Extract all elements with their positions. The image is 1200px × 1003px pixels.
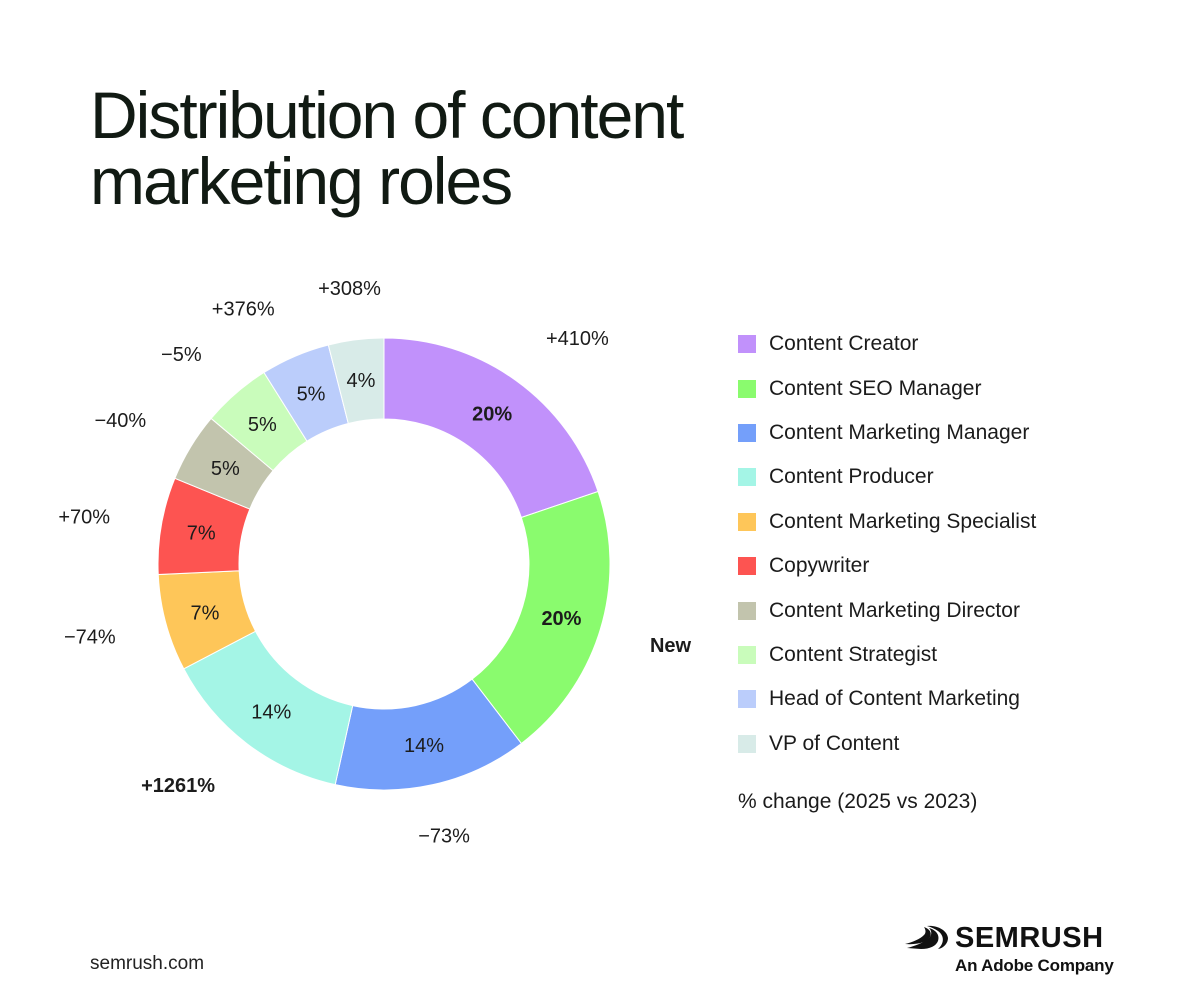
donut-slice bbox=[383, 337, 599, 519]
slice-value-label: 20% bbox=[541, 608, 581, 630]
slice-value-label: 5% bbox=[211, 458, 240, 480]
legend-label: Content Strategist bbox=[769, 642, 938, 666]
slice-value-label: 7% bbox=[187, 522, 216, 544]
slice-value-label: 7% bbox=[190, 602, 219, 624]
slice-change-label: −73% bbox=[418, 825, 470, 847]
slice-change-label: +70% bbox=[58, 507, 110, 529]
slice-value-label: 4% bbox=[347, 370, 376, 392]
legend-item: Content Strategist bbox=[738, 633, 1036, 677]
legend-label: Copywriter bbox=[769, 554, 870, 578]
legend-item: Content SEO Manager bbox=[738, 366, 1036, 410]
chart-title-line-1: Distribution of content bbox=[90, 78, 684, 152]
legend-item: Content Marketing Manager bbox=[738, 411, 1036, 455]
site-url: semrush.com bbox=[90, 953, 205, 974]
legend-swatch bbox=[738, 645, 756, 664]
chart-legend: Content Creator Content SEO Manager Conten… bbox=[738, 322, 1036, 766]
slice-change-label: −74% bbox=[64, 627, 116, 649]
legend-item: Content Creator bbox=[738, 322, 1036, 366]
slice-change-label: −5% bbox=[161, 344, 202, 366]
brand-tagline: An Adobe Company bbox=[955, 956, 1114, 975]
slice-value-label: 14% bbox=[404, 735, 444, 757]
legend-item: Content Producer bbox=[738, 455, 1036, 499]
legend-label: Content SEO Manager bbox=[769, 376, 982, 400]
legend-label: Content Marketing Specialist bbox=[769, 509, 1037, 533]
slice-change-label: +1261% bbox=[141, 775, 215, 797]
legend-swatch bbox=[738, 557, 756, 576]
donut-slice bbox=[471, 490, 611, 745]
brand-logo: SEMRUSH An Adobe Company bbox=[905, 922, 1125, 982]
chart-title: Distribution of content marketing roles bbox=[90, 82, 850, 214]
donut-chart: 20% +410% 20% New 14% −73% 14% +1261% 7% −74% 7% +7… bbox=[58, 278, 692, 847]
donut-slice bbox=[327, 337, 385, 425]
legend-note: % change (2025 vs 2023) bbox=[738, 790, 978, 813]
legend-item: Content Marketing Specialist bbox=[738, 500, 1036, 544]
chart-title-line-2: marketing roles bbox=[90, 144, 513, 218]
legend-swatch bbox=[738, 379, 756, 398]
legend-swatch bbox=[738, 512, 756, 531]
legend-swatch bbox=[738, 690, 756, 709]
legend-swatch bbox=[738, 423, 756, 442]
legend-swatch bbox=[738, 468, 756, 487]
slice-value-label: 5% bbox=[248, 414, 277, 436]
legend-item: Copywriter bbox=[738, 544, 1036, 588]
legend-label: Head of Content Marketing bbox=[769, 687, 1020, 711]
legend-label: Content Producer bbox=[769, 465, 934, 489]
legend-label: Content Marketing Manager bbox=[769, 420, 1030, 444]
slice-change-label: −40% bbox=[94, 410, 146, 432]
slice-change-label: New bbox=[650, 635, 692, 657]
legend-label: VP of Content bbox=[769, 731, 900, 755]
brand-name: SEMRUSH bbox=[955, 922, 1104, 954]
semrush-fireball-icon bbox=[905, 925, 948, 949]
legend-swatch bbox=[738, 335, 756, 354]
legend-label: Content Creator bbox=[769, 332, 919, 356]
legend-label: Content Marketing Director bbox=[769, 598, 1020, 622]
slice-value-label: 20% bbox=[472, 403, 512, 425]
legend-item: Head of Content Marketing bbox=[738, 677, 1036, 721]
legend-swatch bbox=[738, 734, 756, 753]
slice-value-label: 14% bbox=[251, 701, 291, 723]
slice-change-label: +376% bbox=[212, 298, 275, 320]
legend-item: Content Marketing Director bbox=[738, 588, 1036, 632]
legend-swatch bbox=[738, 601, 756, 620]
slice-change-label: +308% bbox=[318, 278, 381, 300]
slice-change-label: +410% bbox=[546, 328, 609, 350]
legend-item: VP of Content bbox=[738, 722, 1036, 766]
slice-value-label: 5% bbox=[297, 383, 326, 405]
